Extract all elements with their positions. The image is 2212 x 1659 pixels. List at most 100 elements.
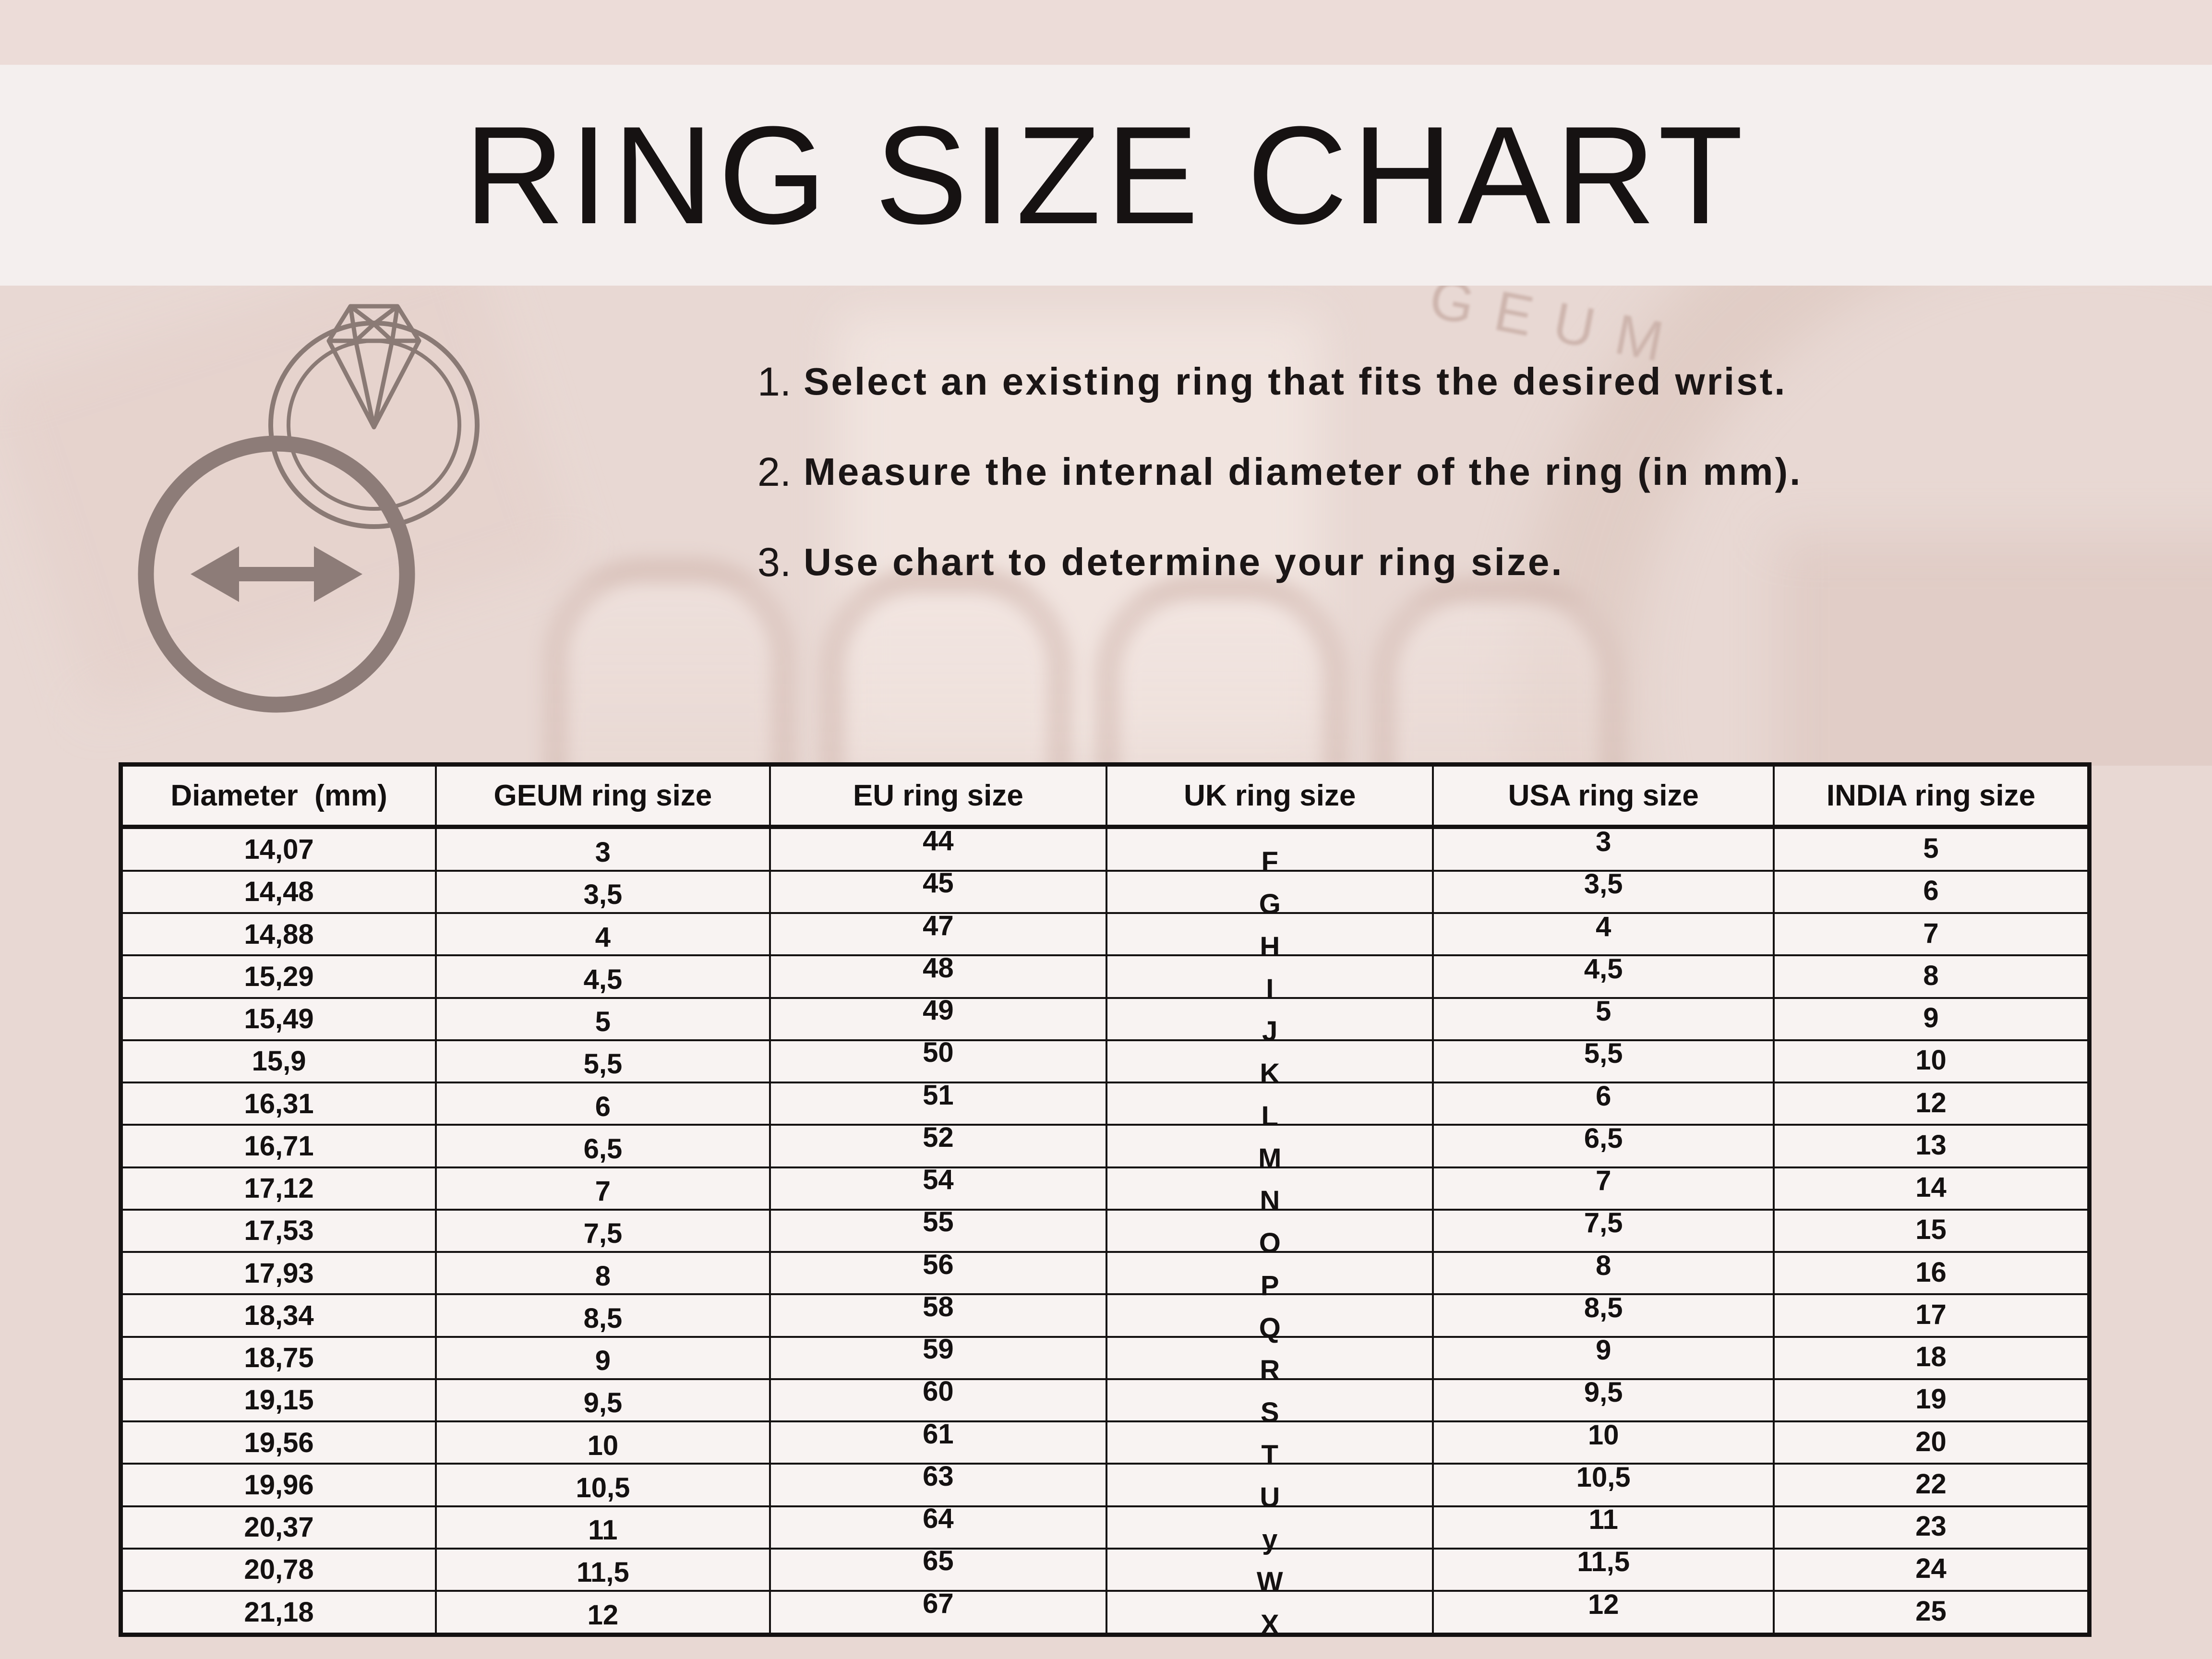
size-cell: 6,5 xyxy=(1432,1124,1775,1168)
size-cell: S xyxy=(1106,1378,1434,1427)
photo-stone-arch xyxy=(818,566,1073,766)
instruction-line-2: 2. Measure the internal diameter of the … xyxy=(757,444,2111,500)
background-photo: GEUM xyxy=(0,286,2212,766)
size-cell: J xyxy=(1106,997,1434,1046)
title-band: RING SIZE CHART xyxy=(0,65,2212,286)
column-header: UK ring size xyxy=(1106,763,1434,829)
instruction-number: 3. xyxy=(757,539,792,585)
instruction-line-3: 3. Use chart to determine your ring size… xyxy=(757,534,2111,590)
size-cell: N xyxy=(1106,1166,1434,1215)
table-row: 15,9 5,5 50 K 5,5 10 xyxy=(120,1039,2091,1088)
size-cell: 10 xyxy=(1773,1039,2091,1084)
size-cell: 16 xyxy=(1773,1251,2091,1296)
size-cell: 12 xyxy=(1432,1590,1775,1636)
size-cell: 11 xyxy=(1432,1505,1775,1550)
size-cell: O xyxy=(1106,1208,1434,1257)
diameter-circle-icon xyxy=(138,435,415,713)
size-cell: 59 xyxy=(769,1335,1108,1380)
size-cell: F xyxy=(1106,826,1434,876)
instruction-text: Use chart to determine your ring size. xyxy=(804,541,1564,583)
size-cell: 25 xyxy=(1773,1590,2091,1636)
size-cell: 7,5 xyxy=(435,1208,771,1253)
diamond-ring-icon xyxy=(268,304,480,529)
size-cell: 48 xyxy=(769,954,1108,999)
size-cell: 7,5 xyxy=(1432,1208,1775,1253)
table-row: 19,96 10,5 63 U 10,5 22 xyxy=(120,1462,2091,1511)
size-cell: 8,5 xyxy=(1432,1293,1775,1338)
size-cell: 64 xyxy=(769,1505,1108,1550)
size-cell: 16,31 xyxy=(120,1082,437,1126)
size-cell: 10 xyxy=(1432,1420,1775,1465)
table-row: 14,88 4 47 H 4 7 xyxy=(120,912,2091,961)
table-row: 21,18 12 67 X 12 25 xyxy=(120,1590,2091,1639)
size-cell: 18,34 xyxy=(120,1293,437,1338)
table-row: 19,56 10 61 T 10 20 xyxy=(120,1420,2091,1469)
size-cell: 14,07 xyxy=(120,826,437,872)
size-cell: 60 xyxy=(769,1378,1108,1423)
table-row: 18,34 8,5 58 Q 8,5 17 xyxy=(120,1293,2091,1342)
size-cell: 45 xyxy=(769,869,1108,914)
size-cell: 10,5 xyxy=(1432,1463,1775,1507)
size-cell: 65 xyxy=(769,1547,1108,1592)
size-cell: 51 xyxy=(769,1081,1108,1126)
size-cell: 14 xyxy=(1773,1166,2091,1211)
size-cell: 7 xyxy=(435,1166,771,1211)
size-cell: 9,5 xyxy=(1432,1378,1775,1423)
size-cell: 10,5 xyxy=(435,1463,771,1507)
size-cell: T xyxy=(1106,1420,1434,1469)
photo-stone-arch xyxy=(1094,574,1349,766)
size-cell: 58 xyxy=(769,1293,1108,1338)
size-cell: L xyxy=(1106,1082,1434,1130)
size-cell: K xyxy=(1106,1039,1434,1088)
size-cell: 6 xyxy=(1432,1082,1775,1126)
size-cell: 11 xyxy=(435,1505,771,1550)
size-cell: 19,56 xyxy=(120,1420,437,1465)
table-body: 14,07 3 44 F 3 5 14,48 3,5 45 G 3,5 6 14,88 4 47 H 4 7 15,… xyxy=(120,826,2091,1639)
size-cell: 52 xyxy=(769,1123,1108,1168)
size-cell: 8,5 xyxy=(435,1293,771,1338)
ring-measure-diagram xyxy=(138,304,480,713)
table-row: 18,75 9 59 R 9 18 xyxy=(120,1335,2091,1384)
table-row: 20,37 11 64 y 11 23 xyxy=(120,1505,2091,1554)
instruction-text: Select an existing ring that fits the de… xyxy=(804,360,1787,403)
size-cell: 19,15 xyxy=(120,1378,437,1423)
instruction-line-1: 1. Select an existing ring that fits the… xyxy=(757,353,2111,410)
table-row: 17,12 7 54 N 7 14 xyxy=(120,1166,2091,1215)
column-header: GEUM ring size xyxy=(435,763,771,829)
size-cell: 20,37 xyxy=(120,1505,437,1550)
size-cell: 15,29 xyxy=(120,954,437,999)
size-cell: 17,12 xyxy=(120,1166,437,1211)
size-cell: 56 xyxy=(769,1250,1108,1296)
size-cell: 67 xyxy=(769,1590,1108,1636)
size-cell: H xyxy=(1106,912,1434,961)
size-cell: 6 xyxy=(1773,869,2091,914)
size-cell: 19,96 xyxy=(120,1463,437,1507)
size-cell: 44 xyxy=(769,826,1108,872)
size-cell: 23 xyxy=(1773,1505,2091,1550)
size-cell: 4 xyxy=(1432,912,1775,957)
size-cell: 61 xyxy=(769,1420,1108,1465)
column-header: INDIA ring size xyxy=(1773,763,2091,829)
size-cell: 8 xyxy=(435,1251,771,1296)
table-header-row: Diameter (mm) GEUM ring size EU ring size U… xyxy=(120,763,2091,829)
size-cell: 17 xyxy=(1773,1293,2091,1338)
size-cell: 9,5 xyxy=(435,1378,771,1423)
size-cell: 11,5 xyxy=(1432,1547,1775,1592)
table-row: 16,31 6 51 L 6 12 xyxy=(120,1081,2091,1130)
size-cell: 6,5 xyxy=(435,1124,771,1168)
size-cell: 3,5 xyxy=(1432,869,1775,914)
size-cell: Q xyxy=(1106,1293,1434,1342)
size-cell: G xyxy=(1106,869,1434,918)
size-cell: 8 xyxy=(1432,1251,1775,1296)
size-cell: 9 xyxy=(435,1335,771,1380)
size-cell: 17,53 xyxy=(120,1208,437,1253)
size-cell: 3,5 xyxy=(435,869,771,914)
size-cell: 16,71 xyxy=(120,1124,437,1168)
size-cell: 55 xyxy=(769,1208,1108,1253)
size-cell: 24 xyxy=(1773,1547,2091,1592)
size-cell: 12 xyxy=(1773,1082,2091,1126)
table-row: 15,29 4,5 48 I 4,5 8 xyxy=(120,954,2091,1003)
size-cell: 20 xyxy=(1773,1420,2091,1465)
size-cell: 50 xyxy=(769,1039,1108,1084)
